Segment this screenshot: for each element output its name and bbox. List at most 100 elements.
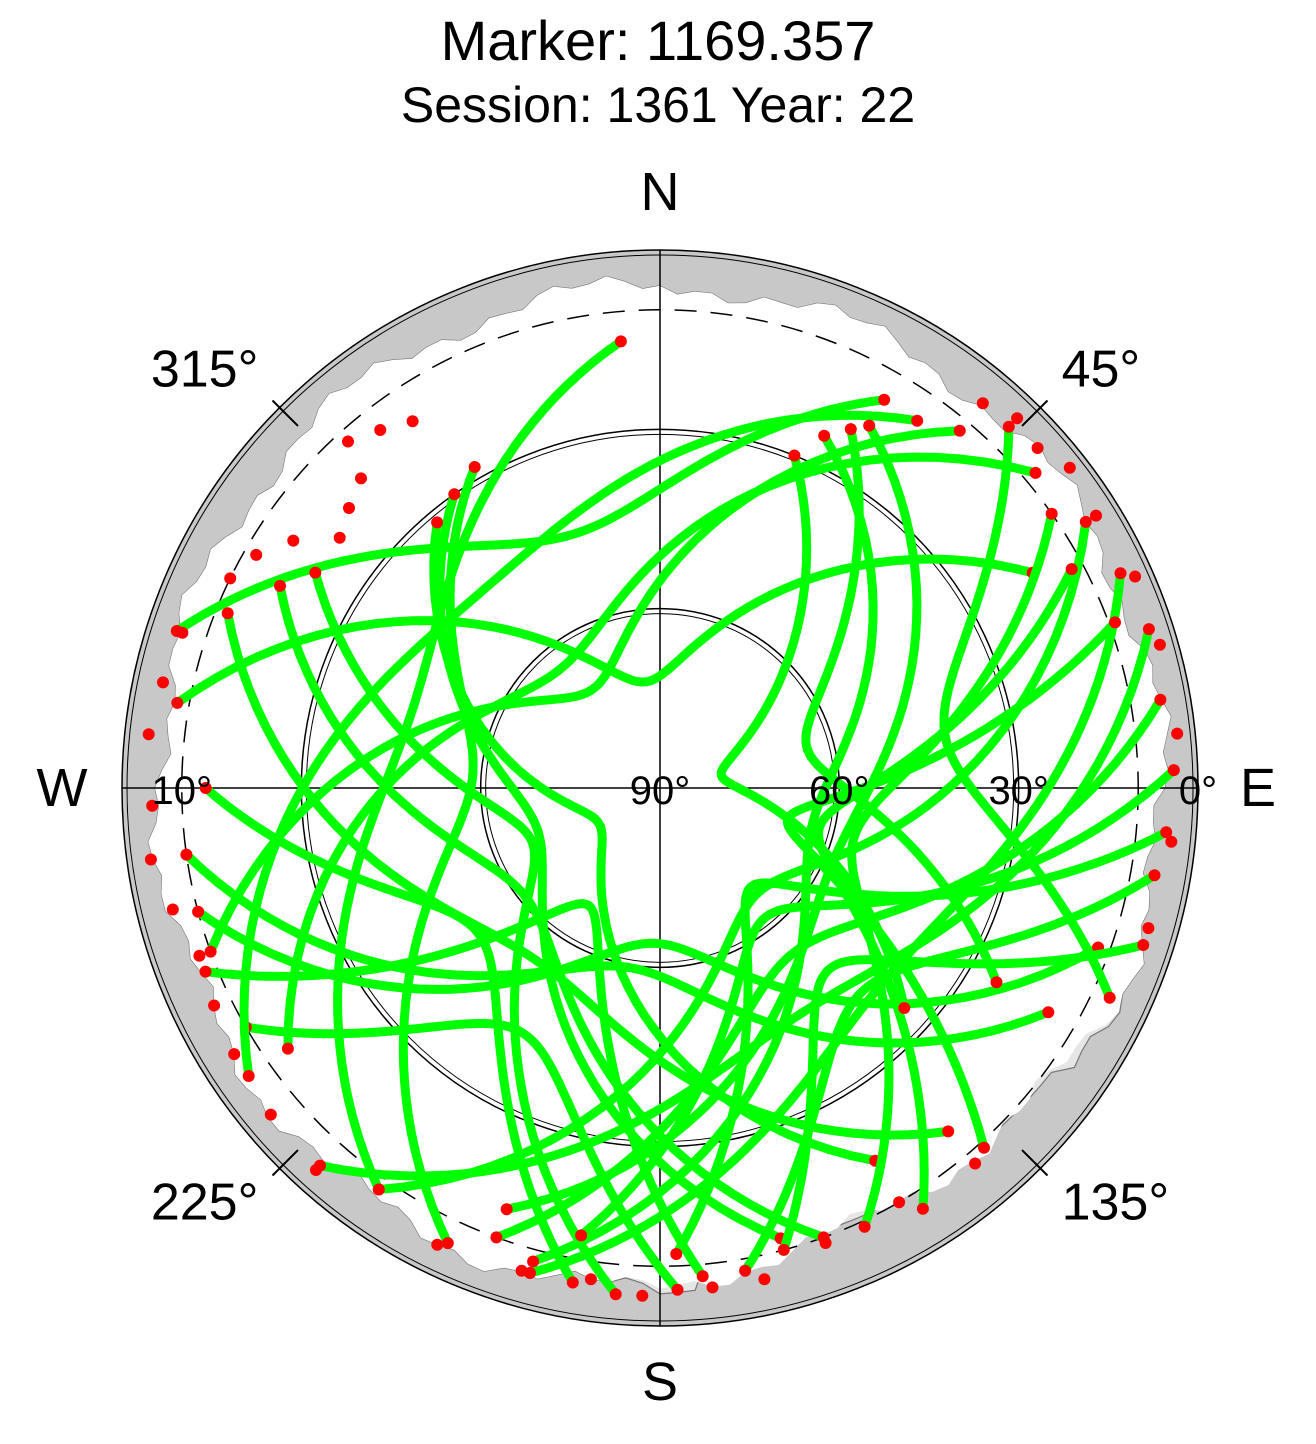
low-elevation-point bbox=[1114, 567, 1127, 580]
low-elevation-point bbox=[758, 1273, 771, 1286]
low-elevation-point bbox=[406, 415, 419, 428]
compass-west-label: W bbox=[37, 758, 88, 818]
satellite-track bbox=[315, 624, 1154, 1181]
elevation-label: 60° bbox=[809, 769, 870, 813]
low-elevation-point bbox=[1167, 764, 1180, 777]
low-elevation-point bbox=[1160, 826, 1173, 839]
azimuth-label: 315° bbox=[151, 340, 259, 398]
low-elevation-point bbox=[584, 1273, 597, 1286]
low-elevation-point bbox=[355, 472, 367, 485]
low-elevation-point bbox=[1002, 420, 1015, 433]
low-elevation-point bbox=[1109, 616, 1121, 629]
satellite-track bbox=[374, 517, 1091, 1194]
satellite-track bbox=[939, 422, 1115, 1003]
low-elevation-point bbox=[1011, 412, 1024, 425]
satellite-track bbox=[716, 451, 909, 1013]
low-elevation-point bbox=[208, 999, 221, 1012]
chart-title: Marker: 1169.357 bbox=[441, 9, 876, 72]
low-elevation-point bbox=[176, 626, 189, 639]
satellite-track bbox=[779, 940, 1148, 1255]
low-elevation-point bbox=[969, 1157, 982, 1170]
low-elevation-point bbox=[609, 1288, 622, 1301]
axis-labels: 45° 135° 225° 315° 0° 30° 60° 90° 10° bbox=[151, 340, 1217, 1231]
satellite-track bbox=[814, 564, 1077, 1214]
satellite-track bbox=[576, 765, 1179, 1240]
low-elevation-point bbox=[180, 848, 193, 861]
low-elevation-point bbox=[157, 676, 169, 689]
low-elevation-point bbox=[281, 1042, 294, 1055]
low-elevation-point bbox=[1153, 638, 1166, 651]
satellite-track bbox=[172, 554, 1038, 708]
elevation-label: 90° bbox=[630, 769, 691, 813]
low-elevation-point bbox=[706, 1281, 719, 1294]
low-elevation-point bbox=[146, 799, 159, 812]
low-elevation-point bbox=[468, 461, 481, 473]
low-elevation-point bbox=[224, 572, 237, 585]
low-elevation-point bbox=[309, 566, 322, 579]
low-elevation-point bbox=[1142, 623, 1155, 636]
low-elevation-point bbox=[431, 1238, 444, 1251]
low-elevation-point bbox=[1029, 466, 1042, 479]
azimuth-tick bbox=[271, 399, 299, 427]
low-elevation-point bbox=[696, 1270, 709, 1283]
low-elevation-point bbox=[978, 1141, 990, 1154]
low-elevation-point bbox=[911, 414, 924, 427]
low-elevation-point bbox=[1154, 693, 1167, 706]
low-elevation-point bbox=[374, 424, 387, 436]
low-elevation-point bbox=[1063, 461, 1076, 474]
low-elevation-point bbox=[893, 1196, 906, 1209]
satellite-track bbox=[283, 452, 1040, 1054]
low-elevation-point bbox=[193, 949, 206, 962]
low-elevation-point bbox=[342, 435, 354, 448]
low-elevation-point bbox=[441, 1237, 454, 1250]
azimuth-tick bbox=[271, 1149, 299, 1177]
satellite-track bbox=[201, 899, 708, 1281]
low-elevation-point bbox=[916, 1202, 929, 1215]
low-elevation-point bbox=[333, 531, 346, 544]
compass-east-label: E bbox=[1240, 758, 1276, 818]
low-elevation-point bbox=[636, 1289, 649, 1302]
low-elevation-point bbox=[878, 393, 891, 406]
low-elevation-point bbox=[1065, 563, 1078, 576]
low-elevation-point bbox=[490, 1231, 503, 1244]
low-elevation-point bbox=[1079, 515, 1092, 528]
low-elevation-point bbox=[863, 419, 876, 432]
low-elevation-point bbox=[953, 424, 966, 437]
azimuth-tick bbox=[1021, 1149, 1049, 1177]
low-elevation-point bbox=[144, 853, 157, 866]
low-elevation-point bbox=[898, 1002, 911, 1014]
low-elevation-point bbox=[166, 903, 179, 916]
low-elevation-point bbox=[500, 1203, 513, 1216]
low-elevation-point bbox=[431, 516, 444, 529]
low-elevation-point bbox=[142, 728, 155, 741]
low-elevation-point bbox=[310, 1164, 322, 1176]
low-elevation-point bbox=[788, 449, 801, 462]
low-elevation-point bbox=[192, 905, 205, 918]
low-elevation-point bbox=[614, 335, 627, 348]
satellite-track bbox=[239, 410, 922, 1081]
low-elevation-point bbox=[242, 1070, 255, 1082]
low-elevation-point bbox=[1042, 1006, 1055, 1019]
low-elevation-point bbox=[221, 607, 234, 620]
low-elevation-point bbox=[250, 548, 263, 561]
low-elevation-point bbox=[670, 1248, 683, 1260]
low-elevation-point bbox=[1165, 835, 1178, 848]
satellite-track bbox=[801, 424, 1001, 987]
low-elevation-point bbox=[990, 976, 1003, 989]
low-elevation-point bbox=[739, 1264, 752, 1277]
azimuth-label: 225° bbox=[151, 1174, 259, 1232]
low-elevation-point bbox=[976, 397, 989, 410]
azimuth-label: 45° bbox=[1062, 340, 1141, 398]
satellite-track bbox=[671, 827, 1171, 1259]
elevation-label: 10° bbox=[152, 769, 213, 813]
satellite-tracks bbox=[142, 335, 1184, 1302]
low-elevation-point bbox=[844, 423, 857, 436]
low-elevation-point bbox=[1103, 991, 1116, 1004]
low-elevation-point bbox=[1090, 509, 1102, 522]
satellite-track bbox=[181, 850, 1053, 1048]
azimuth-tick bbox=[1021, 399, 1049, 427]
low-elevation-point bbox=[566, 1276, 579, 1289]
compass-north-label: N bbox=[641, 162, 680, 222]
compass-south-label: S bbox=[642, 1352, 678, 1412]
